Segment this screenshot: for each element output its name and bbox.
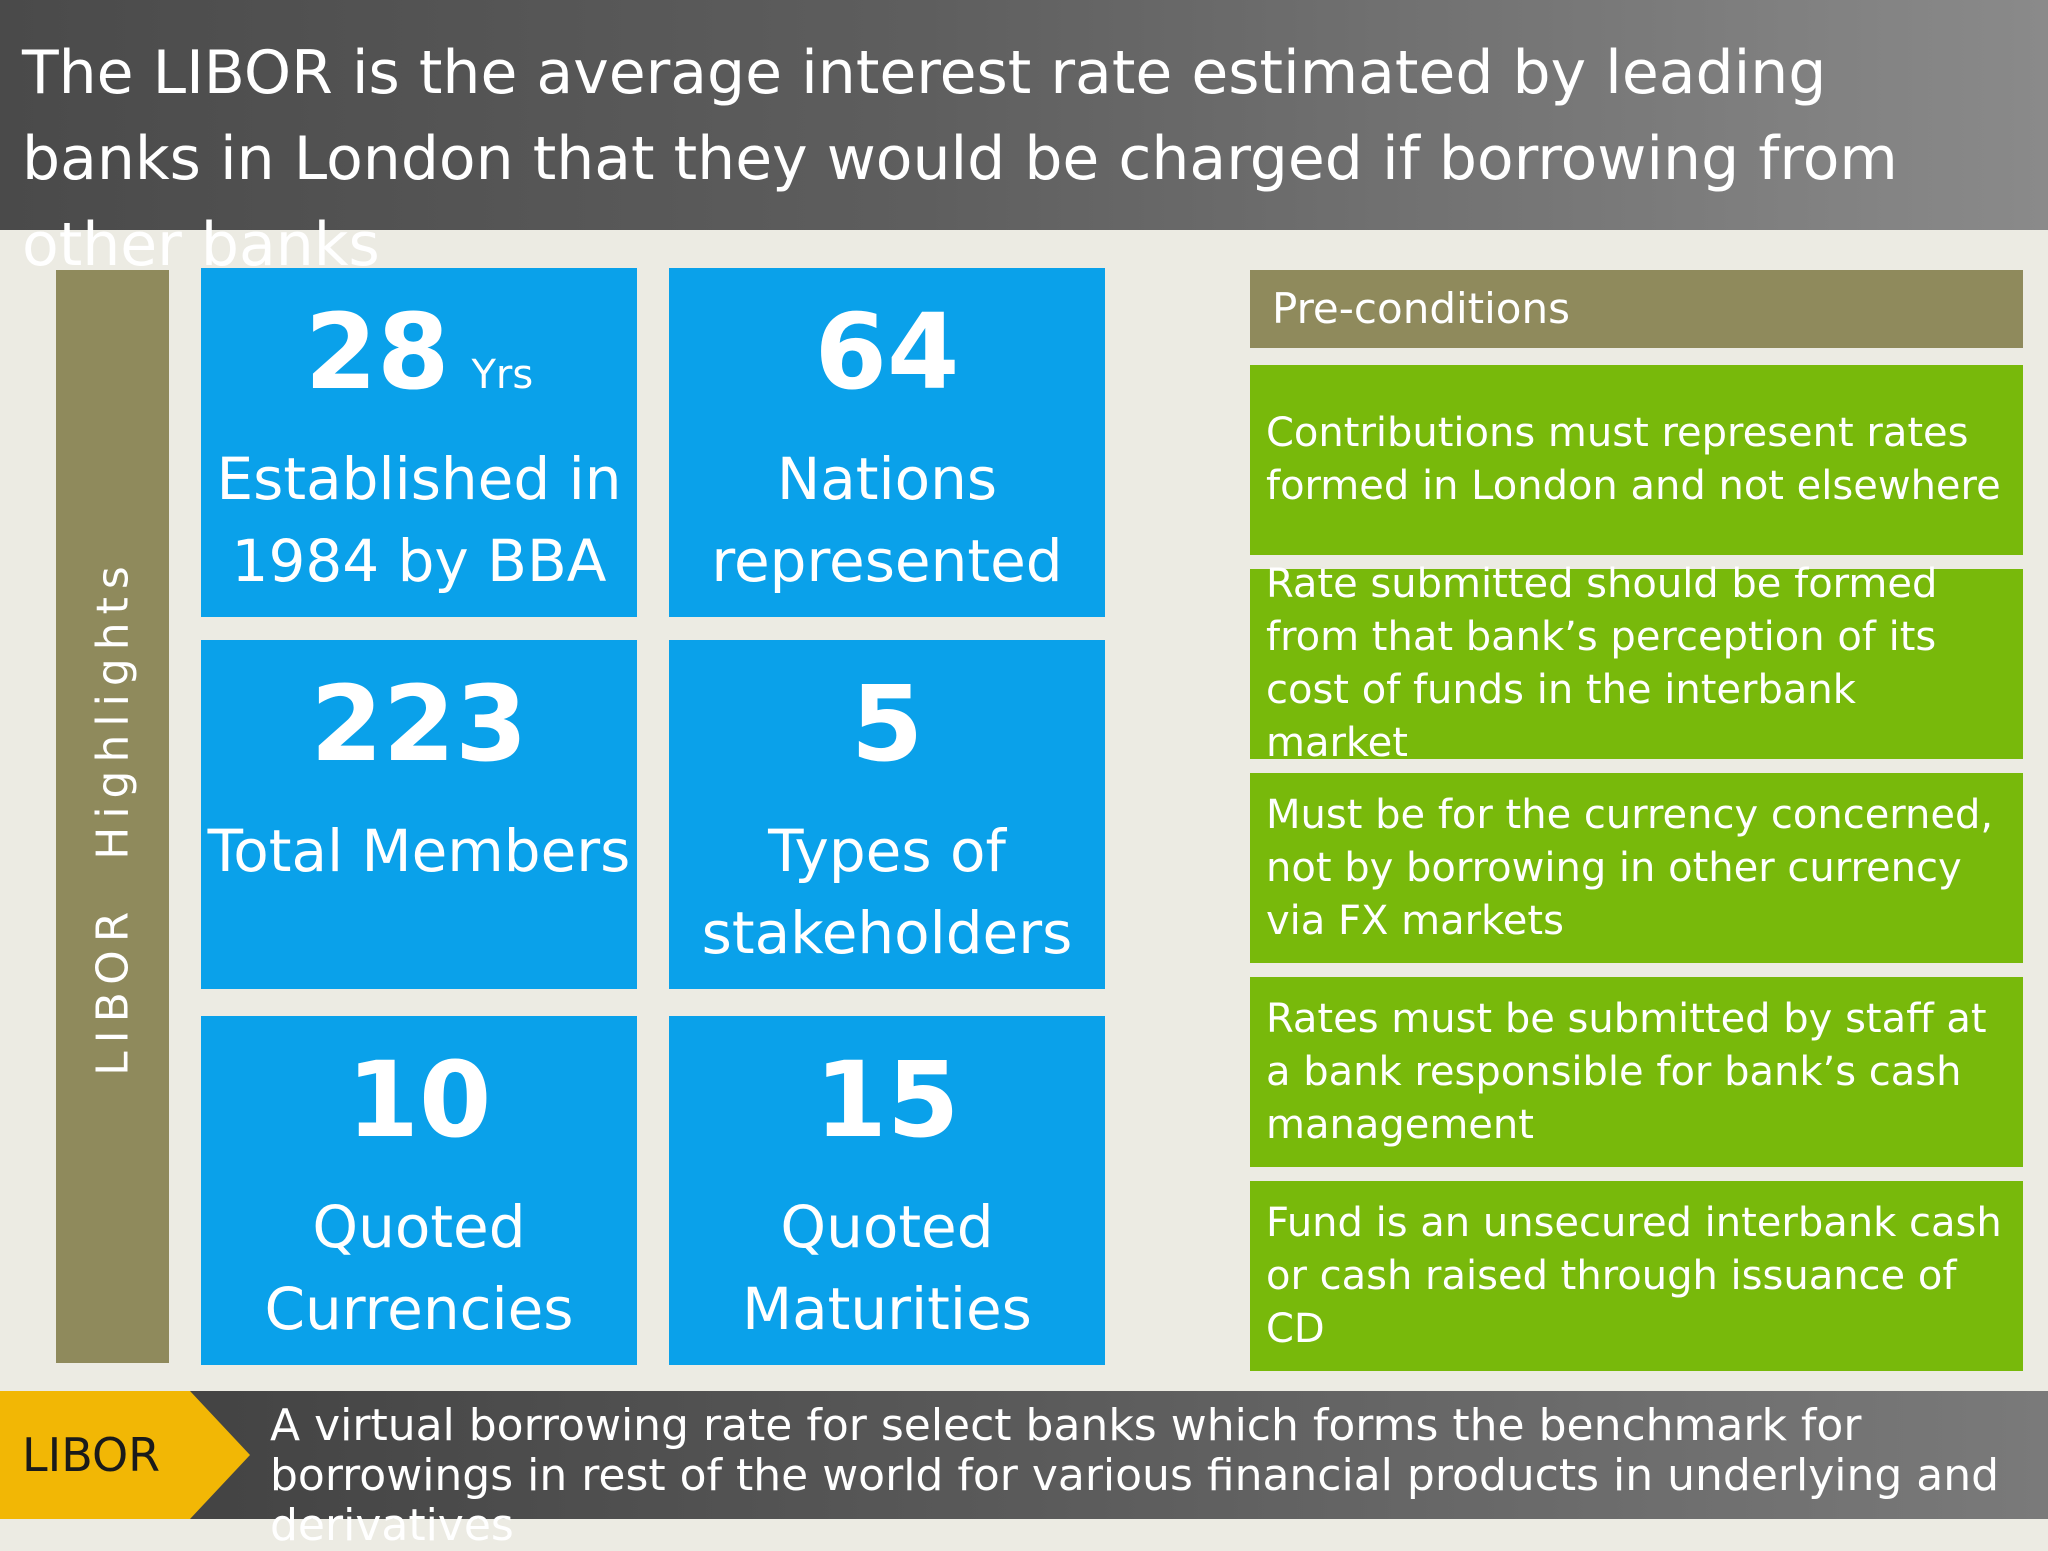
sidebar-label-bar: LIBOR Highlights (56, 270, 169, 1363)
sidebar-label: LIBOR Highlights (87, 557, 138, 1076)
highlight-label: Established in 1984 by BBA (216, 445, 622, 595)
footer-tag-label: LIBOR (22, 1428, 161, 1482)
highlight-tile-nations: 64 Nations represented (669, 268, 1105, 617)
highlight-label: Types of stakeholders (701, 817, 1073, 967)
header-banner: The LIBOR is the average interest rate e… (0, 0, 2048, 280)
highlight-label: Quoted Currencies (264, 1193, 574, 1343)
highlight-tile-established: 28 Yrs Established in 1984 by BBA (201, 268, 637, 617)
footer-text: A virtual borrowing rate for select bank… (270, 1400, 2000, 1551)
highlight-label: Quoted Maturities (742, 1193, 1032, 1343)
highlight-value: 28 (304, 291, 450, 413)
highlight-value: 223 (310, 663, 528, 785)
footer-tag: LIBOR (0, 1391, 250, 1519)
highlight-unit: Yrs (471, 352, 534, 398)
highlight-tile-maturities: 15 Quoted Maturities (669, 1016, 1105, 1365)
precondition-item: Rate submitted should be formed from tha… (1250, 561, 2023, 766)
highlight-tile-members: 223 Total Members (201, 640, 637, 989)
precondition-item: Fund is an unsecured interbank cash or c… (1250, 1181, 2023, 1371)
highlight-label: Nations represented (711, 445, 1063, 595)
highlight-value: 5 (850, 663, 924, 785)
footer-banner: LIBOR A virtual borrowing rate for selec… (0, 1391, 2048, 1551)
highlight-tile-stakeholders: 5 Types of stakeholders (669, 640, 1105, 989)
preconditions-header: Pre-conditions (1250, 270, 2023, 348)
highlight-label: Total Members (207, 817, 631, 885)
precondition-item: Must be for the currency concerned, not … (1250, 773, 2023, 963)
precondition-item: Rates must be submitted by staff at a ba… (1250, 977, 2023, 1167)
highlight-value: 10 (346, 1039, 492, 1161)
highlight-value: 64 (814, 291, 960, 413)
highlight-tile-currencies: 10 Quoted Currencies (201, 1016, 637, 1365)
highlight-value: 15 (814, 1039, 960, 1161)
page-title: The LIBOR is the average interest rate e… (22, 38, 1898, 280)
precondition-item: Contributions must represent rates forme… (1250, 365, 2023, 555)
